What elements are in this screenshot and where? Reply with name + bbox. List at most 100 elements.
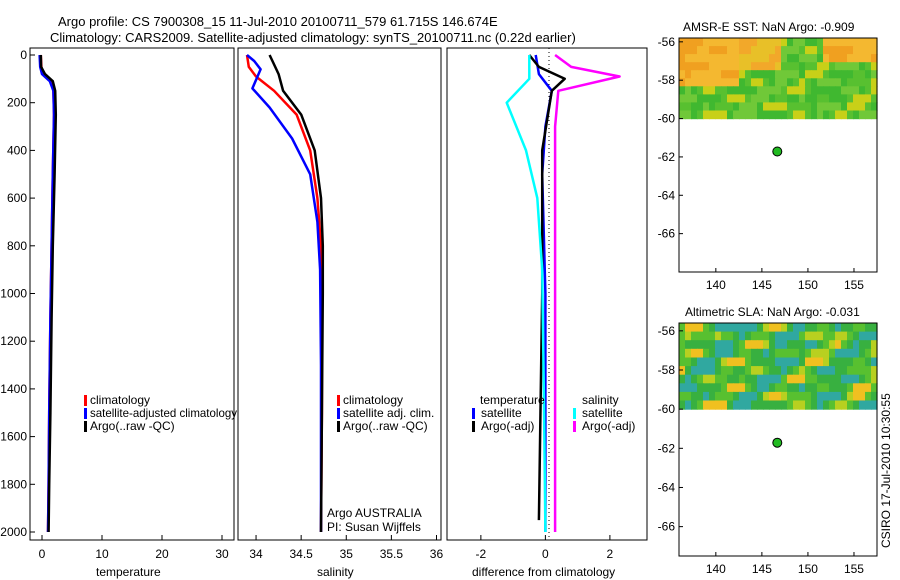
field-cell <box>769 46 776 55</box>
field-cell <box>793 331 800 341</box>
field-cell <box>835 86 842 95</box>
field-cell <box>859 323 866 333</box>
field-cell <box>769 374 776 384</box>
field-cell <box>733 348 740 358</box>
field-cell <box>703 102 710 112</box>
field-cell <box>823 400 830 410</box>
field-cell <box>703 383 710 393</box>
difference-legend-temperature-title: temperature <box>480 393 545 407</box>
depth-tick-label: 1000 <box>0 287 27 301</box>
field-cell <box>811 62 818 71</box>
field-cell <box>781 38 788 47</box>
field-cell <box>865 383 872 393</box>
field-cell <box>859 94 866 104</box>
field-cell <box>829 94 836 104</box>
field-cell <box>853 46 860 55</box>
field-cell <box>727 94 734 104</box>
field-cell <box>829 38 836 47</box>
field-cell <box>781 357 788 367</box>
field-cell <box>745 38 752 47</box>
field-cell <box>685 86 692 95</box>
field-cell <box>715 348 722 358</box>
field-cell <box>781 348 788 358</box>
field-cell <box>871 94 878 104</box>
field-cell <box>715 86 722 95</box>
field-cell <box>871 348 878 358</box>
header-line-1: Argo profile: CS 7900308_15 11-Jul-2010 … <box>58 14 498 29</box>
field-cell <box>691 38 698 47</box>
field-cell <box>811 357 818 367</box>
field-cell <box>679 54 686 63</box>
field-cell <box>781 62 788 71</box>
field-cell <box>781 46 788 55</box>
depth-tick-label: 600 <box>7 191 27 205</box>
field-cell <box>775 78 782 87</box>
temperature-legend-satellite: satellite-adjusted climatology <box>90 406 237 420</box>
field-cell <box>685 400 692 410</box>
field-cell <box>709 102 716 112</box>
lat-tick-label: -66 <box>658 227 676 241</box>
field-cell <box>745 391 752 402</box>
field-cell <box>751 374 758 384</box>
field-cell <box>739 54 746 63</box>
field-cell <box>781 366 788 376</box>
sst-map: AMSR-E SST: NaN Argo: -0.909 -56 -58 -60 -6… <box>658 20 878 292</box>
field-cell <box>823 102 830 112</box>
field-cell <box>859 383 866 393</box>
field-cell <box>823 331 830 341</box>
x-tick-label: 0 <box>39 547 46 561</box>
field-cell <box>697 366 704 376</box>
field-cell <box>739 357 746 367</box>
field-cell <box>775 323 782 333</box>
field-cell <box>841 391 848 402</box>
field-cell <box>805 78 812 87</box>
field-cell <box>829 110 836 120</box>
field-cell <box>817 62 824 71</box>
field-cell <box>745 331 752 341</box>
field-cell <box>823 340 830 350</box>
field-cell <box>787 374 794 384</box>
field-cell <box>769 62 776 71</box>
sla-map-frame <box>678 322 878 557</box>
field-cell <box>703 357 710 367</box>
field-cell <box>781 391 788 402</box>
x-tick-label: 20 <box>155 547 169 561</box>
field-cell <box>697 62 704 71</box>
field-cell <box>781 54 788 63</box>
field-cell <box>721 391 728 402</box>
field-cell <box>805 102 812 112</box>
difference-series-2 <box>505 55 547 533</box>
field-cell <box>829 78 836 87</box>
field-cell <box>745 348 752 358</box>
field-cell <box>751 110 758 120</box>
difference-panel-frame <box>446 47 648 541</box>
field-cell <box>829 331 836 341</box>
field-cell <box>865 70 872 79</box>
lon-tick-label: 145 <box>752 562 772 576</box>
difference-series-1 <box>528 54 566 521</box>
field-cell <box>859 78 866 87</box>
field-cell <box>799 94 806 104</box>
field-cell <box>763 391 770 402</box>
field-cell <box>733 331 740 341</box>
field-cell <box>811 94 818 104</box>
field-cell <box>691 340 698 350</box>
field-cell <box>841 348 848 358</box>
field-cell <box>787 340 794 350</box>
field-cell <box>739 348 746 358</box>
field-cell <box>793 54 800 63</box>
field-cell <box>769 78 776 87</box>
field-cell <box>703 86 710 95</box>
field-cell <box>859 391 866 402</box>
field-cell <box>691 46 698 55</box>
field-cell <box>829 54 836 63</box>
field-cell <box>817 340 824 350</box>
field-cell <box>703 340 710 350</box>
field-cell <box>757 46 764 55</box>
field-cell <box>835 357 842 367</box>
field-cell <box>757 70 764 79</box>
x-tick-label: 30 <box>215 547 229 561</box>
field-cell <box>841 54 848 63</box>
lon-tick-label: 155 <box>844 562 864 576</box>
field-cell <box>865 357 872 367</box>
